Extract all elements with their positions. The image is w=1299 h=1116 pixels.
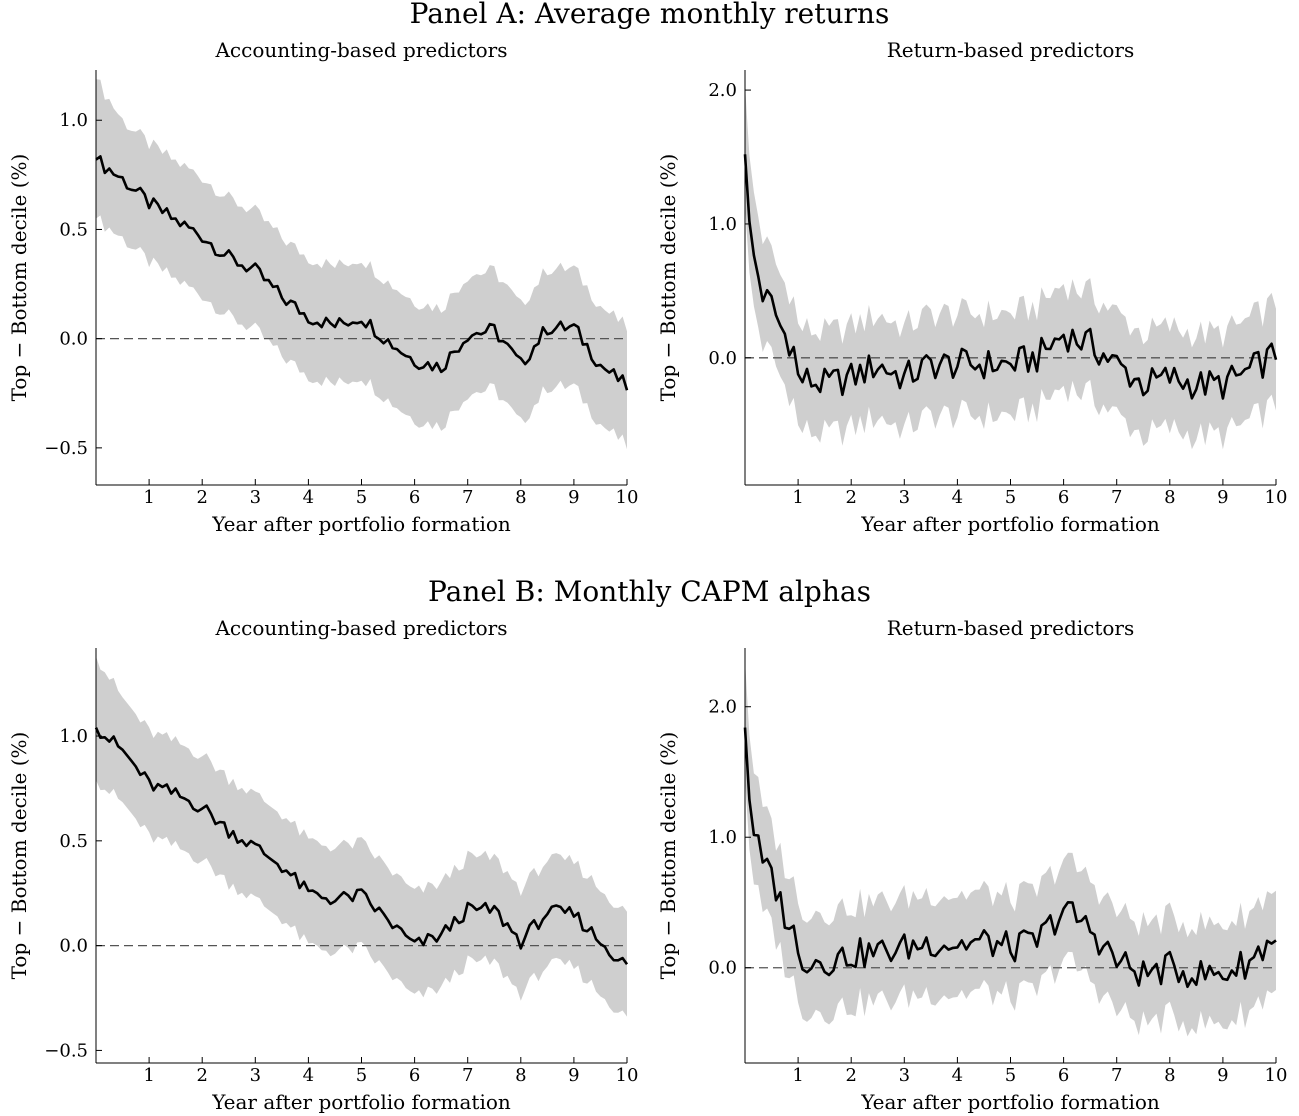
chart-1-series-line: [95, 155, 629, 391]
chart-3-y-tick-label: 1.0: [59, 726, 88, 747]
chart-2-y-tick-label: 1.0: [708, 214, 737, 235]
chart-2-x-tick-label: 2: [845, 487, 856, 508]
chart-1-x-tick-label: 3: [250, 487, 261, 508]
chart-1-y-tick-label: 0.5: [59, 219, 88, 240]
chart-1-x-tick-label: 10: [616, 487, 639, 508]
chart-4-series-line: [743, 727, 1277, 989]
chart-3-y-axis-label: Top − Bottom decile (%): [7, 732, 31, 980]
chart-4-x-tick-label: 8: [1164, 1065, 1175, 1086]
chart-1-x-axis-label: Year after portfolio formation: [211, 512, 511, 536]
chart-4-y-tick-label: 2.0: [708, 697, 737, 718]
chart-2-x-tick-label: 5: [1005, 487, 1016, 508]
chart-4-confidence-band: [745, 660, 1276, 1037]
chart-4-x-tick-label: 7: [1111, 1065, 1122, 1086]
chart-4-x-tick-label: 6: [1058, 1065, 1069, 1086]
chart-4-title: Return-based predictors: [887, 616, 1135, 640]
chart-3-y-tick-label: 0.0: [59, 936, 88, 957]
chart-1-x-tick-label: 5: [356, 487, 367, 508]
chart-2-x-tick-label: 6: [1058, 487, 1069, 508]
chart-1-x-tick-label: 9: [568, 487, 579, 508]
chart-2-x-axis-label: Year after portfolio formation: [860, 512, 1160, 536]
chart-1-y-tick-label: −0.5: [44, 438, 88, 459]
panel-b-title: Panel B: Monthly CAPM alphas: [428, 575, 871, 608]
chart-4-x-tick-label: 10: [1265, 1065, 1288, 1086]
chart-3-confidence-band: [96, 656, 627, 1017]
chart-1-x-tick-label: 2: [196, 487, 207, 508]
chart-4-x-tick-label: 5: [1005, 1065, 1016, 1086]
chart-3-x-tick-label: 4: [303, 1065, 314, 1086]
chart-2-x-tick-label: 8: [1164, 487, 1175, 508]
chart-4-x-tick-label: 4: [952, 1065, 963, 1086]
chart-3-x-tick-label: 7: [462, 1065, 473, 1086]
chart-2-title: Return-based predictors: [887, 38, 1135, 62]
chart-2-x-tick-label: 3: [899, 487, 910, 508]
chart-1-title: Accounting-based predictors: [214, 38, 507, 62]
chart-3-series-line: [94, 727, 629, 965]
chart-1-x-tick-label: 4: [303, 487, 314, 508]
chart-1-y-tick-label: 0.0: [59, 329, 88, 350]
chart-4-x-tick-label: 1: [792, 1065, 803, 1086]
chart-3-x-tick-label: 10: [616, 1065, 639, 1086]
chart-4-x-tick-label: 2: [845, 1065, 856, 1086]
chart-3-x-tick-label: 2: [196, 1065, 207, 1086]
panel-a-title: Panel A: Average monthly returns: [409, 0, 890, 30]
chart-3-x-tick-label: 9: [568, 1065, 579, 1086]
chart-4-x-tick-label: 3: [899, 1065, 910, 1086]
chart-1-x-tick-label: 7: [462, 487, 473, 508]
chart-2-x-tick-label: 7: [1111, 487, 1122, 508]
chart-1-y-axis-label: Top − Bottom decile (%): [7, 154, 31, 402]
chart-2-y-tick-label: 0.0: [708, 348, 737, 369]
chart-1-y-tick-label: 1.0: [59, 110, 88, 131]
chart-4-x-tick-label: 9: [1217, 1065, 1228, 1086]
chart-2-series-line: [743, 154, 1278, 400]
chart-1-x-tick-label: 8: [515, 487, 526, 508]
chart-4-y-axis-label: Top − Bottom decile (%): [656, 732, 680, 980]
chart-1-x-tick-label: 6: [409, 487, 420, 508]
chart-4-y-tick-label: 1.0: [708, 827, 737, 848]
chart-2-x-tick-label: 4: [952, 487, 963, 508]
chart-3-x-tick-label: 1: [143, 1065, 154, 1086]
chart-1-x-tick-label: 1: [143, 487, 154, 508]
chart-2-y-tick-label: 2.0: [708, 80, 737, 101]
chart-1-confidence-band: [96, 79, 627, 450]
chart-2-x-tick-label: 9: [1217, 487, 1228, 508]
chart-3-x-tick-label: 6: [409, 1065, 420, 1086]
chart-2-confidence-band: [745, 85, 1276, 450]
chart-3-y-tick-label: 0.5: [59, 831, 88, 852]
chart-2-y-axis-label: Top − Bottom decile (%): [656, 154, 680, 402]
chart-2-x-tick-label: 1: [792, 487, 803, 508]
chart-3-x-tick-label: 3: [250, 1065, 261, 1086]
chart-4-x-axis-label: Year after portfolio formation: [860, 1090, 1160, 1114]
chart-2-x-tick-label: 10: [1265, 487, 1288, 508]
chart-3-y-tick-label: −0.5: [44, 1040, 88, 1061]
chart-4-y-tick-label: 0.0: [708, 958, 737, 979]
chart-3-x-tick-label: 5: [356, 1065, 367, 1086]
chart-3-title: Accounting-based predictors: [214, 616, 507, 640]
chart-3-x-axis-label: Year after portfolio formation: [211, 1090, 511, 1114]
chart-3-x-tick-label: 8: [515, 1065, 526, 1086]
